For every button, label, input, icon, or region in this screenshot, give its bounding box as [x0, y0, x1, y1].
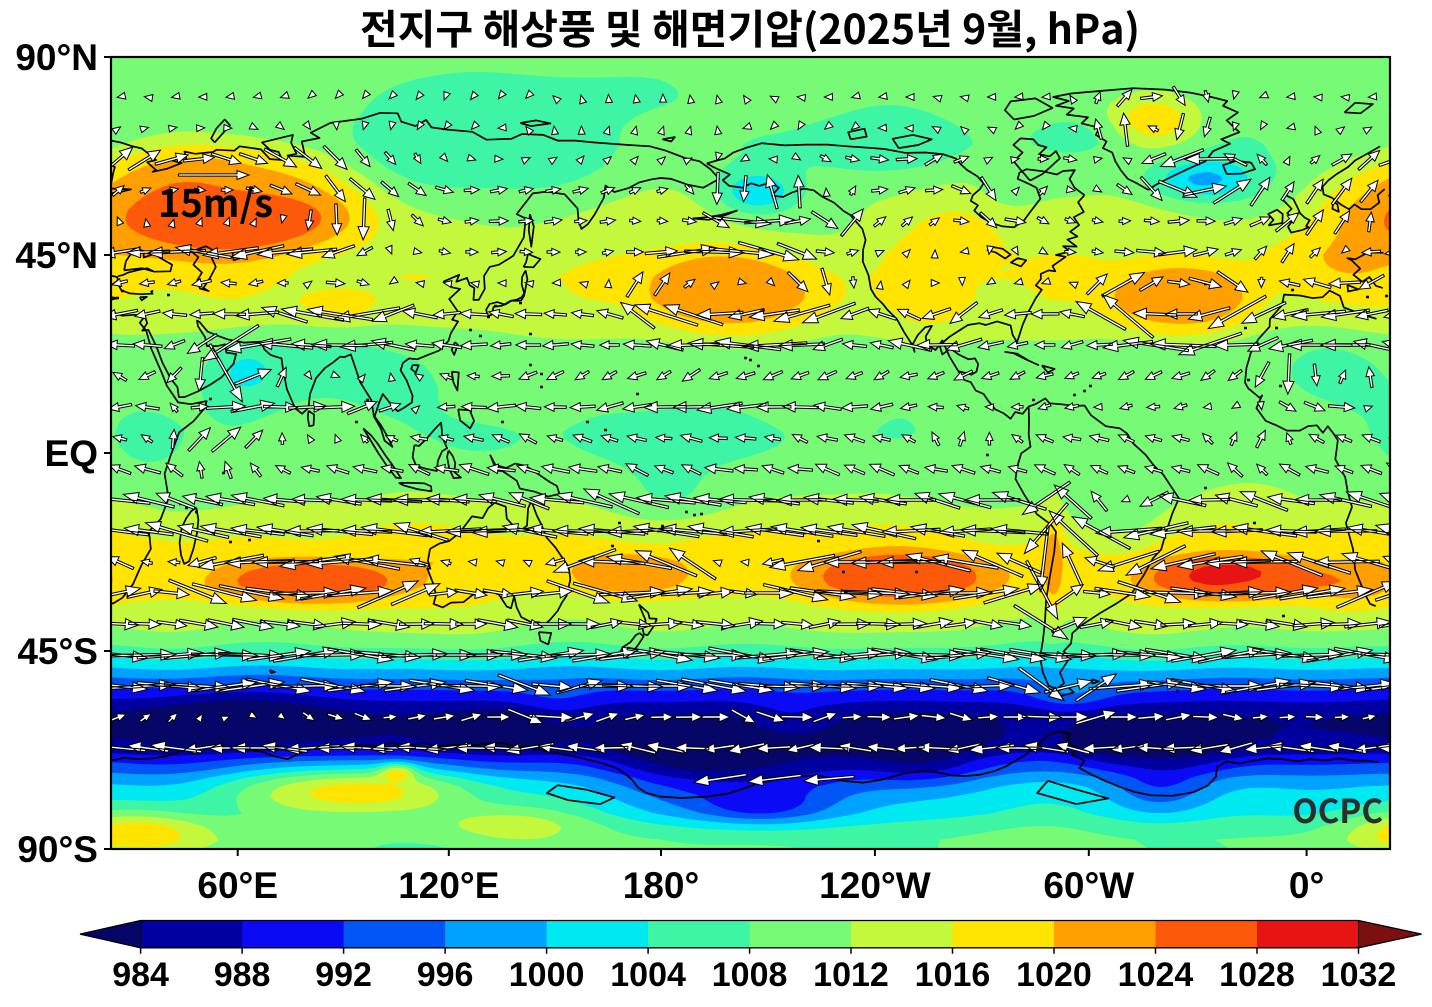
svg-text:1032: 1032 [1321, 956, 1397, 994]
svg-text:1004: 1004 [610, 956, 686, 994]
svg-text:1000: 1000 [509, 956, 585, 994]
svg-text:1020: 1020 [1016, 956, 1092, 994]
svg-text:0°: 0° [1289, 865, 1324, 906]
svg-text:1024: 1024 [1118, 956, 1194, 994]
svg-text:60°W: 60°W [1043, 865, 1134, 906]
svg-text:90°S: 90°S [17, 829, 98, 870]
svg-text:996: 996 [417, 956, 474, 994]
svg-text:988: 988 [214, 956, 271, 994]
svg-text:90°N: 90°N [15, 37, 98, 78]
svg-text:984: 984 [112, 956, 169, 994]
svg-text:45°S: 45°S [17, 631, 98, 672]
svg-text:EQ: EQ [45, 433, 98, 474]
svg-text:992: 992 [315, 956, 372, 994]
svg-text:1008: 1008 [712, 956, 788, 994]
svg-text:1012: 1012 [813, 956, 889, 994]
svg-text:120°W: 120°W [819, 865, 931, 906]
svg-text:180°: 180° [623, 865, 700, 906]
svg-text:1028: 1028 [1219, 956, 1295, 994]
svg-text:1016: 1016 [915, 956, 991, 994]
svg-text:120°E: 120°E [398, 865, 499, 906]
svg-text:45°N: 45°N [15, 235, 98, 276]
svg-text:60°E: 60°E [197, 865, 278, 906]
